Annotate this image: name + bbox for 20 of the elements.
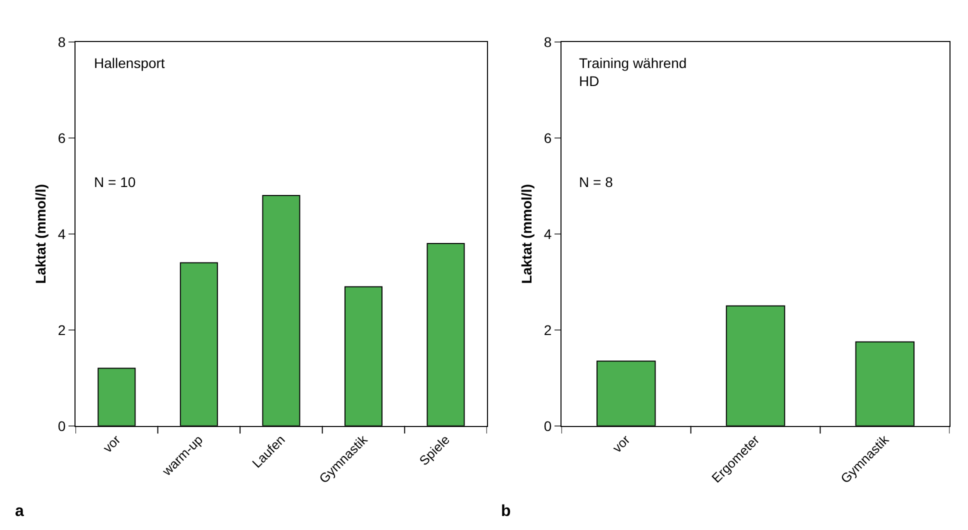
text: b	[501, 503, 511, 520]
y-axis-title: Laktat (mmol/l)	[518, 184, 534, 284]
annotation: Training während HD	[579, 55, 687, 90]
annotation: Hallensport	[94, 55, 165, 71]
x-tick-label: vor	[100, 432, 124, 456]
x-tick-label: vor	[609, 432, 634, 456]
y-tick-label: 2	[544, 322, 552, 338]
y-axis-title: Laktat (mmol/l)	[32, 184, 49, 284]
y-tick-label: 4	[58, 226, 66, 242]
y-tick-label: 2	[58, 322, 66, 338]
y-tick-label: 0	[58, 418, 66, 434]
text: a	[15, 503, 24, 520]
y-tick-label: 8	[544, 34, 552, 50]
y-tick-label: 8	[58, 34, 66, 50]
annotation: N = 8	[579, 174, 614, 190]
y-tick-label: 0	[544, 418, 552, 434]
y-tick-label: 6	[544, 130, 552, 146]
annotation: N = 10	[94, 174, 136, 190]
y-tick-label: 4	[544, 226, 552, 242]
y-tick-label: 6	[58, 130, 66, 146]
